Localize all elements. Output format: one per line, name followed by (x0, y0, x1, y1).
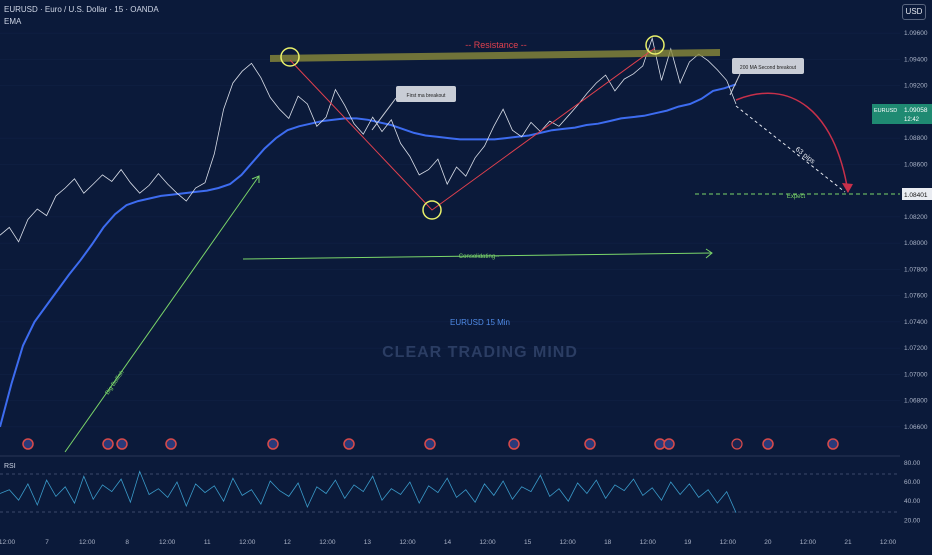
top-circle-right (645, 35, 665, 55)
time-tick: 8 (125, 539, 129, 546)
time-tick: 12 (284, 539, 292, 546)
time-tick: 12:00 (479, 539, 496, 546)
rsi-tick: 20.00 (904, 517, 921, 524)
consolidating-label: --Consolidating-- (455, 254, 499, 260)
event-marker[interactable] (343, 438, 355, 450)
event-markers[interactable] (22, 438, 839, 450)
time-tick: 12:00 (720, 539, 737, 546)
resistance-label: -- Resistance -- (465, 40, 527, 50)
pips-measure-line (735, 105, 846, 193)
time-tick: 12:00 (880, 539, 897, 546)
time-tick: 12:00 (239, 539, 256, 546)
ema-line (0, 83, 737, 428)
price-tick: 1.07000 (904, 371, 928, 378)
event-marker[interactable] (102, 438, 114, 450)
time-tick: 12:00 (0, 539, 16, 546)
time-tick: 20 (764, 539, 772, 546)
time-axis[interactable]: 12:00 7 12:00 8 12:00 11 12:00 12 12:00 13 12:00 14… (0, 539, 897, 546)
price-tick: 1.07600 (904, 293, 928, 300)
time-tick: 12:00 (559, 539, 576, 546)
time-tick: 21 (844, 539, 852, 546)
event-marker[interactable] (584, 438, 596, 450)
time-tick: 14 (444, 539, 452, 546)
price-tick: 1.08600 (904, 161, 928, 168)
price-axis[interactable]: 1.09600 1.09400 1.09200 1.08800 1.08600 1.082… (904, 30, 928, 524)
resistance-band[interactable] (270, 49, 720, 62)
second-ma-pointer (729, 73, 741, 96)
indicator-name[interactable]: EMA (4, 17, 22, 26)
event-marker[interactable] (424, 438, 436, 450)
event-marker[interactable] (508, 438, 520, 450)
consolidation-arrow (242, 252, 713, 260)
price-tick: 1.08800 (904, 135, 928, 142)
first-ma-callout[interactable] (396, 86, 456, 102)
chart-subtitle: EURUSD 15 Min (450, 318, 510, 327)
red-swing-path (289, 47, 656, 211)
first-ma-pointer (371, 97, 397, 131)
price-tick: 1.09200 (904, 83, 928, 90)
rsi-tick: 40.00 (904, 498, 921, 505)
rsi-tick: 80.00 (904, 460, 921, 467)
top-circle-left (280, 47, 300, 67)
rsi-line (0, 470, 737, 513)
lightning-marker[interactable] (731, 438, 743, 450)
time-tick: 12:00 (159, 539, 176, 546)
countdown: 12:42 (904, 117, 920, 123)
price-tick: 1.08200 (904, 214, 928, 221)
time-tick: 11 (204, 539, 211, 546)
rsi-tick: 60.00 (904, 479, 921, 486)
chart-title: EURUSD · Euro / U.S. Dollar · 15 · OANDA (4, 5, 159, 14)
current-price-tag (902, 104, 932, 124)
expect-label: Expect (787, 194, 806, 200)
current-symbol: EURUSD (874, 108, 897, 114)
event-marker[interactable] (663, 438, 675, 450)
watermark: CLEAR TRADING MIND (382, 344, 578, 361)
time-tick: 12:00 (800, 539, 817, 546)
projection-arc (735, 92, 849, 193)
price-tick: 1.06600 (904, 424, 928, 431)
currency-button[interactable]: USD (902, 4, 926, 20)
event-marker[interactable] (267, 438, 279, 450)
price-tick: 1.07400 (904, 319, 928, 326)
time-tick: 12:00 (640, 539, 657, 546)
event-marker[interactable] (827, 438, 839, 450)
projection-arrowhead (842, 183, 853, 193)
current-price-badge (872, 104, 902, 124)
price-tick: 1.07200 (904, 345, 928, 352)
event-marker[interactable] (165, 438, 177, 450)
expect-price-tag (902, 188, 932, 200)
time-tick: 18 (604, 539, 612, 546)
price-tick: 1.09400 (904, 56, 928, 63)
time-tick: 13 (364, 539, 372, 546)
current-price: 1.09058 (904, 107, 928, 114)
second-ma-label: 200 MA Second breakout (740, 65, 797, 71)
rsi-label: RSI (4, 463, 16, 470)
time-tick: 7 (45, 539, 49, 546)
price-tick: 1.09600 (904, 30, 928, 37)
bullish-arrowhead (251, 175, 260, 183)
event-marker[interactable] (762, 438, 774, 450)
time-tick: 12:00 (399, 539, 416, 546)
time-tick: 12:00 (79, 539, 96, 546)
event-marker[interactable] (22, 438, 34, 450)
second-ma-callout[interactable] (732, 58, 804, 74)
time-tick: 19 (684, 539, 692, 546)
time-tick: 12:00 (319, 539, 336, 546)
price-line (0, 36, 737, 243)
first-ma-label: First ma breakout (407, 93, 447, 99)
price-tick: 1.07800 (904, 266, 928, 273)
grid (0, 32, 900, 428)
expect-price: 1.08401 (904, 192, 928, 199)
consolidation-arrowhead (705, 248, 713, 259)
price-tick: 1.06800 (904, 398, 928, 405)
price-tick: 1.08000 (904, 240, 928, 247)
bullish-arrow (64, 175, 260, 453)
bottom-circle (422, 200, 442, 220)
time-tick: 15 (524, 539, 532, 546)
event-marker[interactable] (116, 438, 128, 450)
